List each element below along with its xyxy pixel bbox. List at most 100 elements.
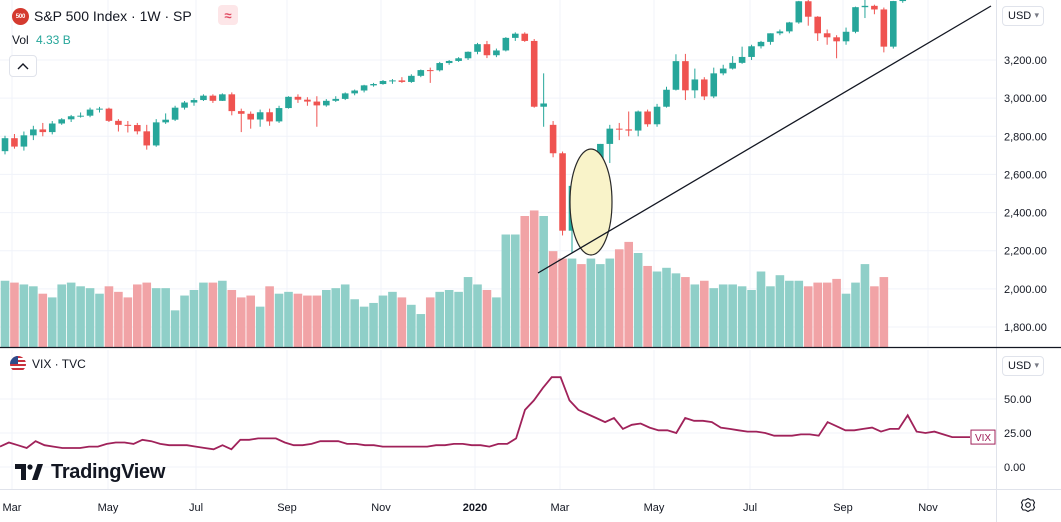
volume-bar: [860, 264, 870, 347]
volume-bars: [0, 210, 889, 347]
candle-body: [871, 5, 878, 10]
volume-bar: [246, 295, 255, 347]
currency-label-vix: USD: [1008, 360, 1032, 372]
volume-bar: [293, 293, 303, 347]
compare-wave-icon[interactable]: ≈: [218, 5, 238, 25]
tradingview-logo-icon: [15, 464, 43, 480]
x-tick-label: Sep: [833, 502, 853, 514]
candle-body: [181, 102, 188, 108]
volume-bar: [340, 284, 350, 347]
volume-bar: [633, 253, 643, 347]
volume-bar: [322, 290, 331, 347]
vix-y-tick-label: 25.00: [1004, 428, 1032, 440]
volume-bar: [114, 291, 123, 347]
candle-body: [370, 84, 377, 86]
candle-body: [682, 61, 689, 91]
volume-bar: [567, 258, 577, 347]
candle-body: [455, 58, 462, 61]
candle-body: [814, 16, 821, 34]
volume-bar: [359, 306, 369, 347]
volume-bar: [539, 216, 548, 347]
candle-body: [417, 70, 425, 76]
candle-body: [512, 33, 519, 38]
volume-bar: [681, 277, 690, 347]
volume-bar: [813, 282, 822, 347]
volume-bar: [208, 282, 218, 347]
volume-bar: [227, 290, 237, 347]
volume-bar: [794, 280, 804, 347]
volume-bar: [378, 295, 388, 347]
volume-bar: [416, 314, 426, 347]
candle-body: [124, 124, 132, 126]
volume-bar: [737, 286, 747, 347]
candle-body: [115, 120, 122, 125]
volume-bar: [718, 284, 728, 347]
volume-bar: [501, 234, 511, 347]
volume-bar: [85, 288, 95, 347]
volume-bar: [785, 280, 794, 347]
volume-bar: [170, 310, 180, 347]
collapse-legend-button[interactable]: [9, 55, 37, 77]
currency-label-main: USD: [1008, 10, 1032, 22]
volume-bar: [605, 258, 615, 347]
candle-body: [105, 108, 113, 121]
candle-body: [625, 129, 632, 131]
volume-bar: [596, 264, 605, 347]
candle-body: [823, 33, 831, 38]
volume-bar: [284, 291, 293, 347]
candle-body: [190, 100, 198, 103]
volume-bar: [388, 291, 397, 347]
volume-bar: [38, 293, 48, 347]
candle-body: [502, 37, 510, 51]
candle-body: [493, 50, 500, 56]
volume-bar: [407, 304, 416, 347]
y-tick-label: 2,200.00: [1004, 246, 1047, 258]
candle-body: [861, 5, 869, 8]
volume-bar: [662, 267, 671, 347]
x-tick-label: Mar: [551, 502, 570, 514]
currency-select-main[interactable]: USD ▾: [1002, 6, 1044, 26]
y-tick-label: 2,600.00: [1004, 169, 1047, 181]
candle-body: [304, 99, 311, 102]
volume-bar: [151, 288, 161, 347]
candle-body: [899, 0, 907, 2]
volume-bar: [95, 293, 104, 347]
settings-gear-icon[interactable]: [1020, 497, 1036, 513]
volume-bar: [671, 273, 681, 347]
candle-body: [530, 40, 538, 107]
volume-value: 4.33 B: [36, 33, 71, 47]
candle-body: [143, 131, 151, 146]
volume-bar: [709, 288, 719, 347]
candle-body: [219, 94, 226, 101]
trendline[interactable]: [537, 5, 992, 274]
candle-body: [247, 113, 254, 120]
candle-body: [521, 33, 529, 41]
currency-select-vix[interactable]: USD ▾: [1002, 356, 1044, 376]
candle-body: [389, 80, 396, 82]
candle-body: [767, 33, 774, 42]
candle-body: [464, 51, 472, 59]
candle-body: [719, 68, 727, 74]
candle-body: [701, 79, 708, 97]
vix-title[interactable]: VIX · TVC: [32, 357, 86, 371]
vix-y-tick-label: 0.00: [1004, 462, 1025, 474]
volume-bar: [255, 306, 265, 347]
candle-body: [615, 128, 623, 130]
tradingview-logo: TradingView: [15, 460, 165, 484]
candle-body: [341, 93, 349, 99]
candle-body: [842, 31, 850, 42]
candle-body: [672, 61, 680, 90]
candle-body: [408, 75, 415, 82]
candle-body: [96, 108, 103, 110]
candle-body: [729, 62, 736, 69]
candle-body: [757, 41, 765, 47]
volume-bar: [747, 290, 756, 347]
volume-bar: [652, 271, 662, 347]
x-tick-label: 2020: [463, 502, 487, 514]
candle-body: [786, 22, 793, 32]
y-tick-label: 2,400.00: [1004, 208, 1047, 220]
volume-bar: [0, 280, 10, 347]
symbol-title[interactable]: S&P 500 Index · 1W · SP: [34, 8, 192, 24]
